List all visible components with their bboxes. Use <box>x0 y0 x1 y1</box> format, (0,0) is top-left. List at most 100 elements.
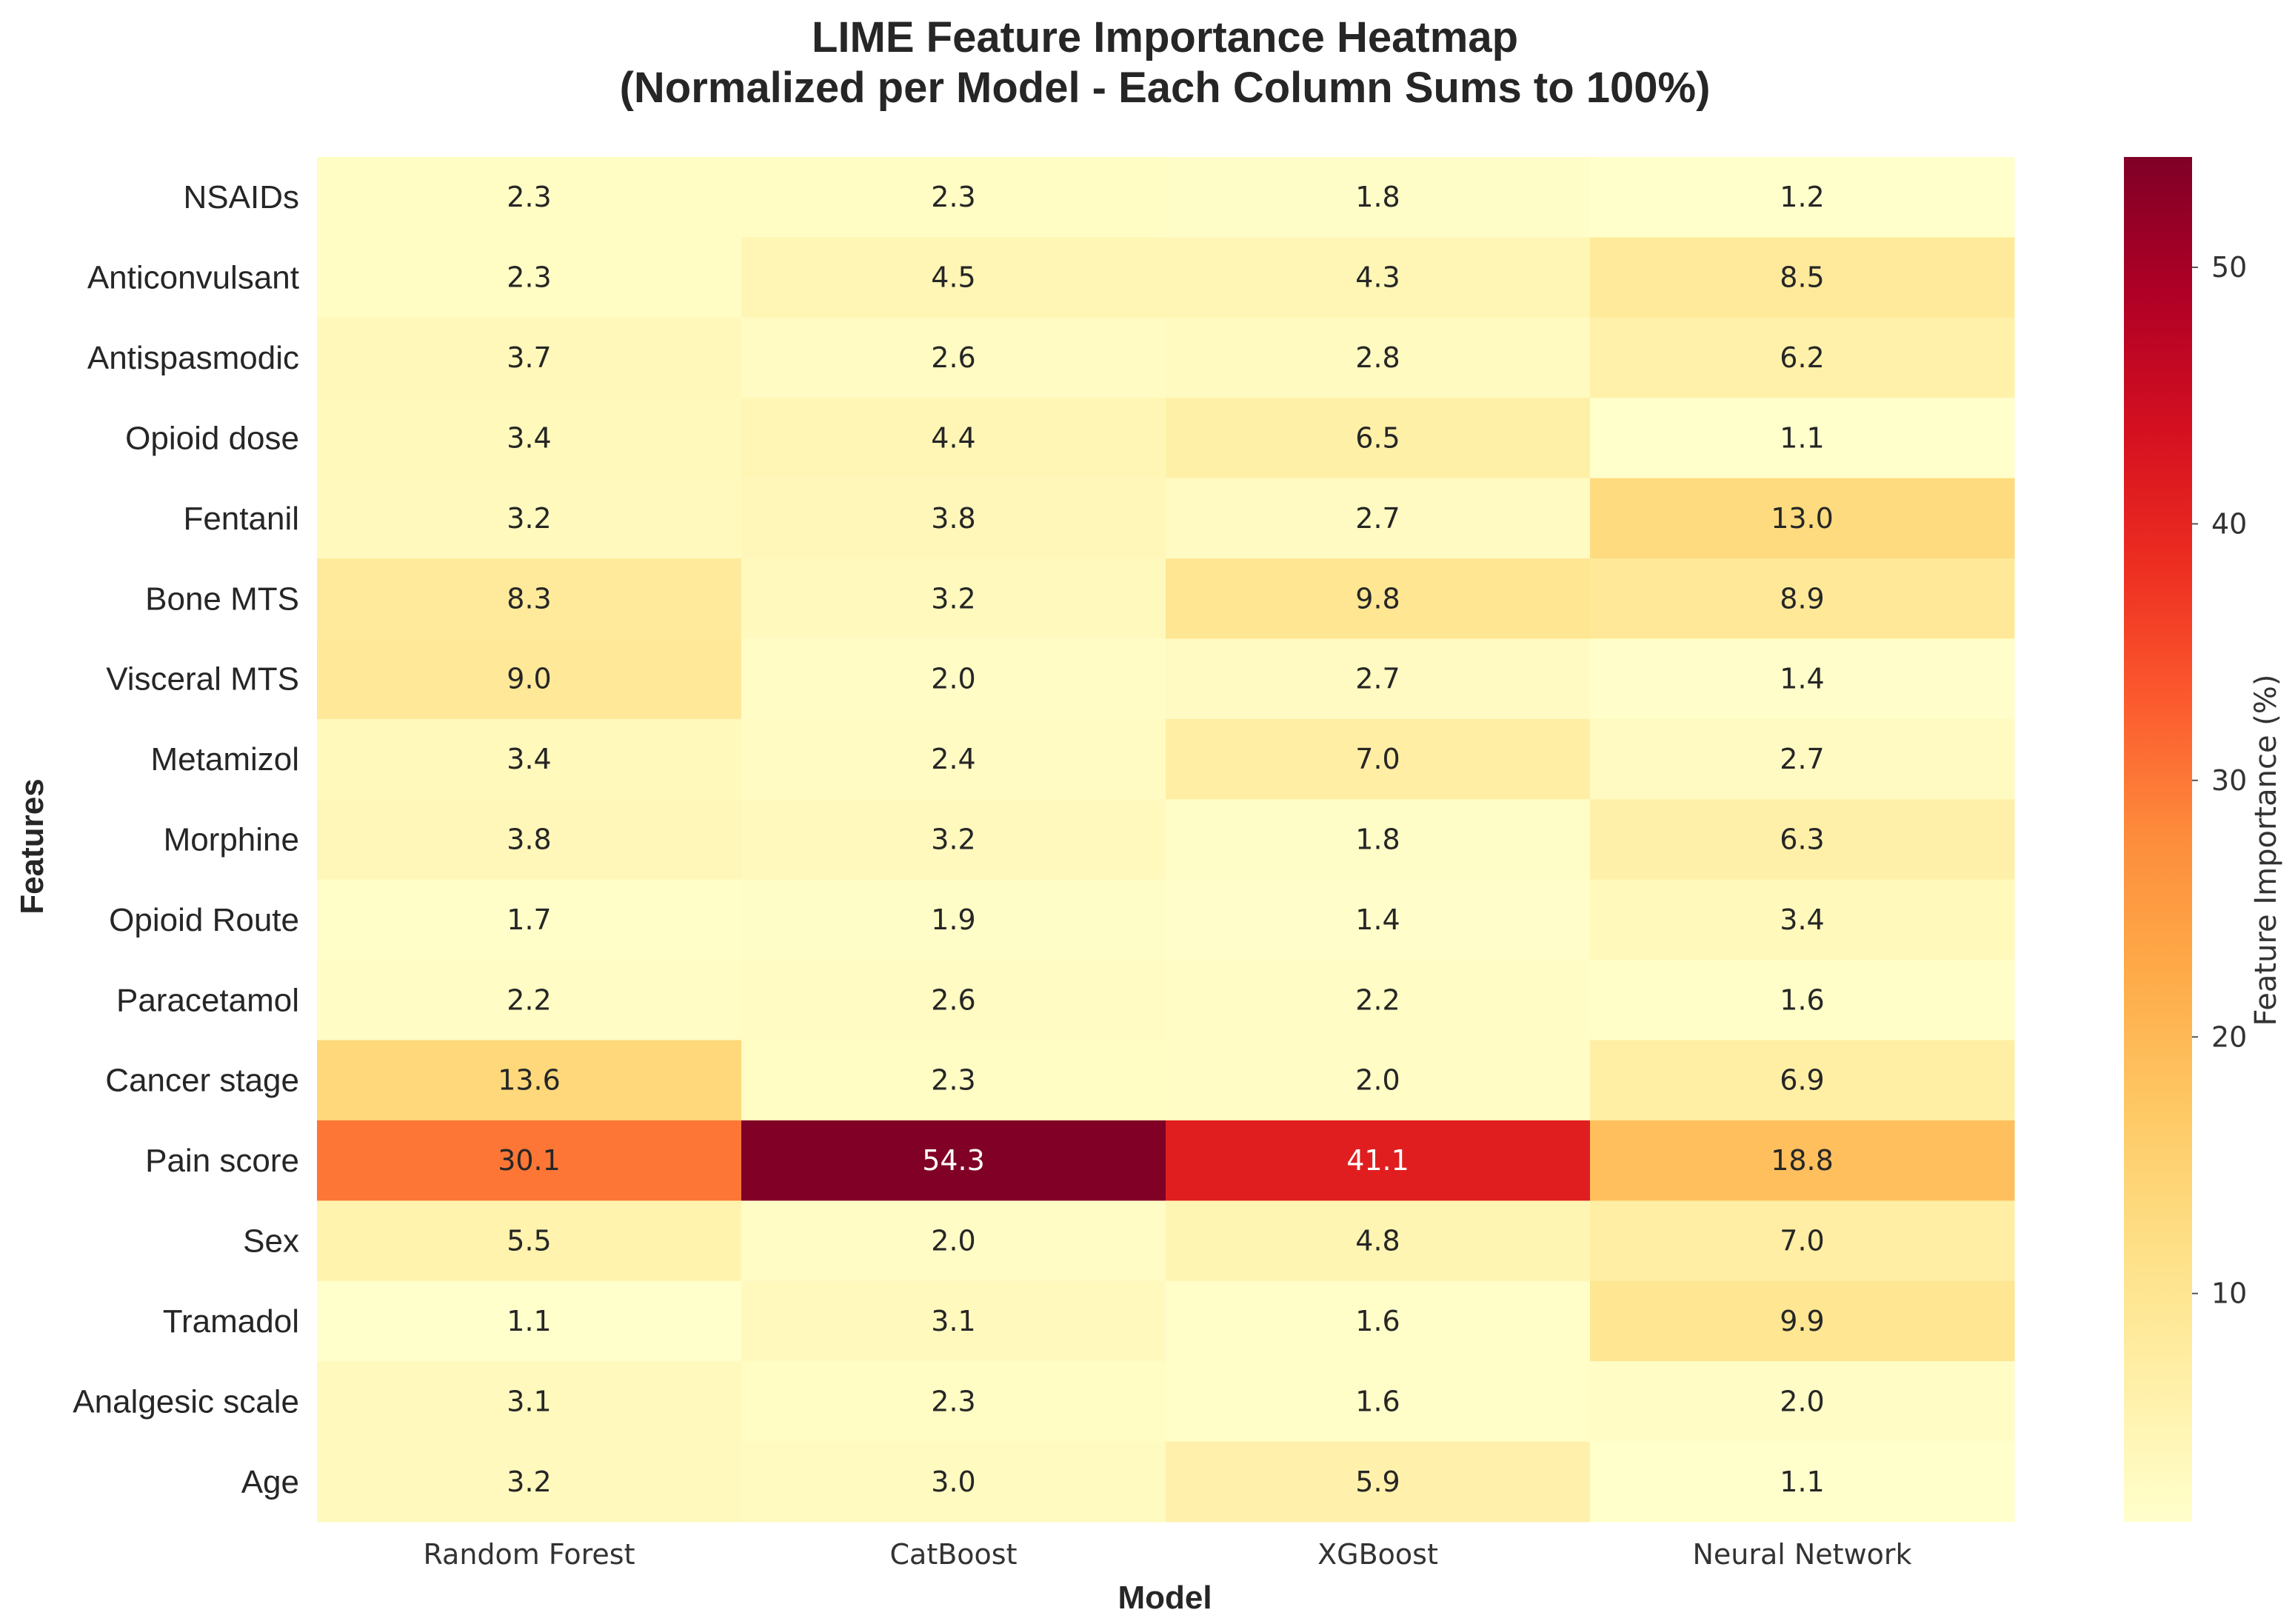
cell-value-label: 4.5 <box>931 261 975 294</box>
cell-value-label: 5.5 <box>507 1225 551 1257</box>
heatmap-cell <box>1590 879 2015 960</box>
cell-value-label: 1.8 <box>1355 823 1400 856</box>
cell-value-label: 6.2 <box>1780 341 1824 374</box>
cell-value-label: 1.1 <box>1780 421 1824 454</box>
cell-value-label: 1.4 <box>1780 663 1824 695</box>
colorbar-title: Feature Importance (%) <box>2249 674 2283 1026</box>
heatmap-cell <box>741 398 1166 479</box>
heatmap-cell <box>1166 558 1591 639</box>
y-axis-title: Features <box>14 778 50 914</box>
heatmap-cell <box>1166 799 1591 880</box>
heatmap-cell <box>1590 1441 2015 1523</box>
heatmap-cell <box>741 317 1166 398</box>
cell-value-label: 2.3 <box>507 181 551 213</box>
cell-value-label: 3.1 <box>507 1385 551 1417</box>
feature-label: Visceral MTS <box>106 661 299 698</box>
cell-value-label: 3.4 <box>1780 903 1824 936</box>
chart-title: LIME Feature Importance Heatmap <box>812 13 1518 61</box>
cell-value-label: 2.0 <box>1780 1385 1824 1417</box>
cell-value-label: 3.2 <box>507 502 551 535</box>
heatmap-cell <box>1590 960 2015 1041</box>
colorbar-tick-label: 50 <box>2211 251 2247 284</box>
heatmap-cell <box>741 960 1166 1041</box>
heatmap-cell <box>741 1040 1166 1121</box>
heatmap-cell <box>317 558 742 639</box>
heatmap-cell <box>1590 718 2015 800</box>
heatmap-cell <box>1166 237 1591 318</box>
heatmap-cell <box>1590 478 2015 559</box>
heatmap-cell <box>317 1441 742 1523</box>
heatmap-cell <box>1590 558 2015 639</box>
heatmap-cell <box>317 960 742 1041</box>
feature-label: Opioid Route <box>109 902 299 938</box>
heatmap-cell <box>1166 718 1591 800</box>
cell-value-label: 13.6 <box>498 1064 561 1097</box>
feature-label: Anticonvulsant <box>87 260 299 296</box>
heatmap-cell <box>1590 799 2015 880</box>
cell-value-label: 1.7 <box>507 903 551 936</box>
cell-value-label: 3.2 <box>931 823 975 856</box>
cell-value-label: 1.2 <box>1780 181 1824 213</box>
heatmap-cell <box>1590 638 2015 720</box>
model-label: Neural Network <box>1692 1538 1911 1571</box>
cell-value-label: 2.2 <box>1355 983 1400 1016</box>
heatmap-cell <box>1590 1200 2015 1282</box>
cell-value-label: 4.8 <box>1355 1225 1400 1257</box>
cell-value-label: 9.8 <box>1355 582 1400 615</box>
cell-value-label: 18.8 <box>1771 1144 1834 1177</box>
heatmap-cell <box>317 1280 742 1362</box>
heatmap-cell <box>1166 638 1591 720</box>
heatmap-cell <box>1166 1361 1591 1443</box>
cell-value-label: 2.6 <box>931 983 975 1016</box>
heatmap-cell <box>1590 317 2015 398</box>
feature-label: NSAIDs <box>184 179 299 215</box>
feature-label: Analgesic scale <box>73 1383 299 1420</box>
chart-subtitle: (Normalized per Model - Each Column Sums… <box>620 64 1711 112</box>
colorbar-tick-label: 10 <box>2211 1277 2247 1310</box>
cell-value-label: 8.3 <box>507 582 551 615</box>
cell-value-label: 3.1 <box>931 1305 975 1337</box>
feature-label: Pain score <box>145 1143 299 1179</box>
cell-value-label: 1.9 <box>931 903 975 936</box>
cell-value-label: 6.3 <box>1780 823 1824 856</box>
heatmap-cell <box>317 718 742 800</box>
feature-label: Cancer stage <box>105 1063 299 1099</box>
heatmap-cell <box>317 1040 742 1121</box>
feature-label: Paracetamol <box>116 982 299 1018</box>
heatmap-cell <box>741 237 1166 318</box>
heatmap-cell <box>1166 1280 1591 1362</box>
cell-value-label: 4.3 <box>1355 261 1400 294</box>
heatmap-cell <box>741 157 1166 238</box>
cell-value-label: 8.9 <box>1780 582 1824 615</box>
heatmap-cell <box>1166 1200 1591 1282</box>
cell-value-label: 3.8 <box>931 502 975 535</box>
cell-value-label: 2.7 <box>1355 502 1400 535</box>
cell-value-label: 2.0 <box>931 663 975 695</box>
cell-value-label: 1.6 <box>1355 1385 1400 1417</box>
cell-value-label: 3.8 <box>507 823 551 856</box>
colorbar <box>2124 157 2192 1522</box>
cell-value-label: 2.4 <box>931 743 975 775</box>
feature-labels: NSAIDs Anticonvulsant Antispasmodic Opioid … <box>73 179 299 1500</box>
colorbar-tick-label: 40 <box>2211 507 2247 540</box>
colorbar-tick-label: 30 <box>2211 764 2247 797</box>
cell-value-label: 13.0 <box>1771 502 1834 535</box>
colorbar-ticks: 10 20 30 40 50 <box>2192 251 2247 1310</box>
cell-value-label: 6.9 <box>1780 1064 1824 1097</box>
heatmap-cell <box>317 478 742 559</box>
x-axis-title: Model <box>1118 1580 1212 1616</box>
cell-value-label: 3.2 <box>507 1466 551 1498</box>
heatmap-cell <box>317 237 742 318</box>
colorbar-tick-label: 20 <box>2211 1020 2247 1053</box>
cell-value-label: 3.7 <box>507 341 551 374</box>
cell-value-label: 2.0 <box>931 1225 975 1257</box>
heatmap-cell <box>1590 1280 2015 1362</box>
heatmap-cell <box>317 799 742 880</box>
cell-value-label: 2.7 <box>1780 743 1824 775</box>
cell-value-label: 3.0 <box>931 1466 975 1498</box>
heatmap-cell <box>1590 1120 2015 1201</box>
cell-value-label: 54.3 <box>922 1144 985 1177</box>
feature-label: Sex <box>243 1223 299 1260</box>
